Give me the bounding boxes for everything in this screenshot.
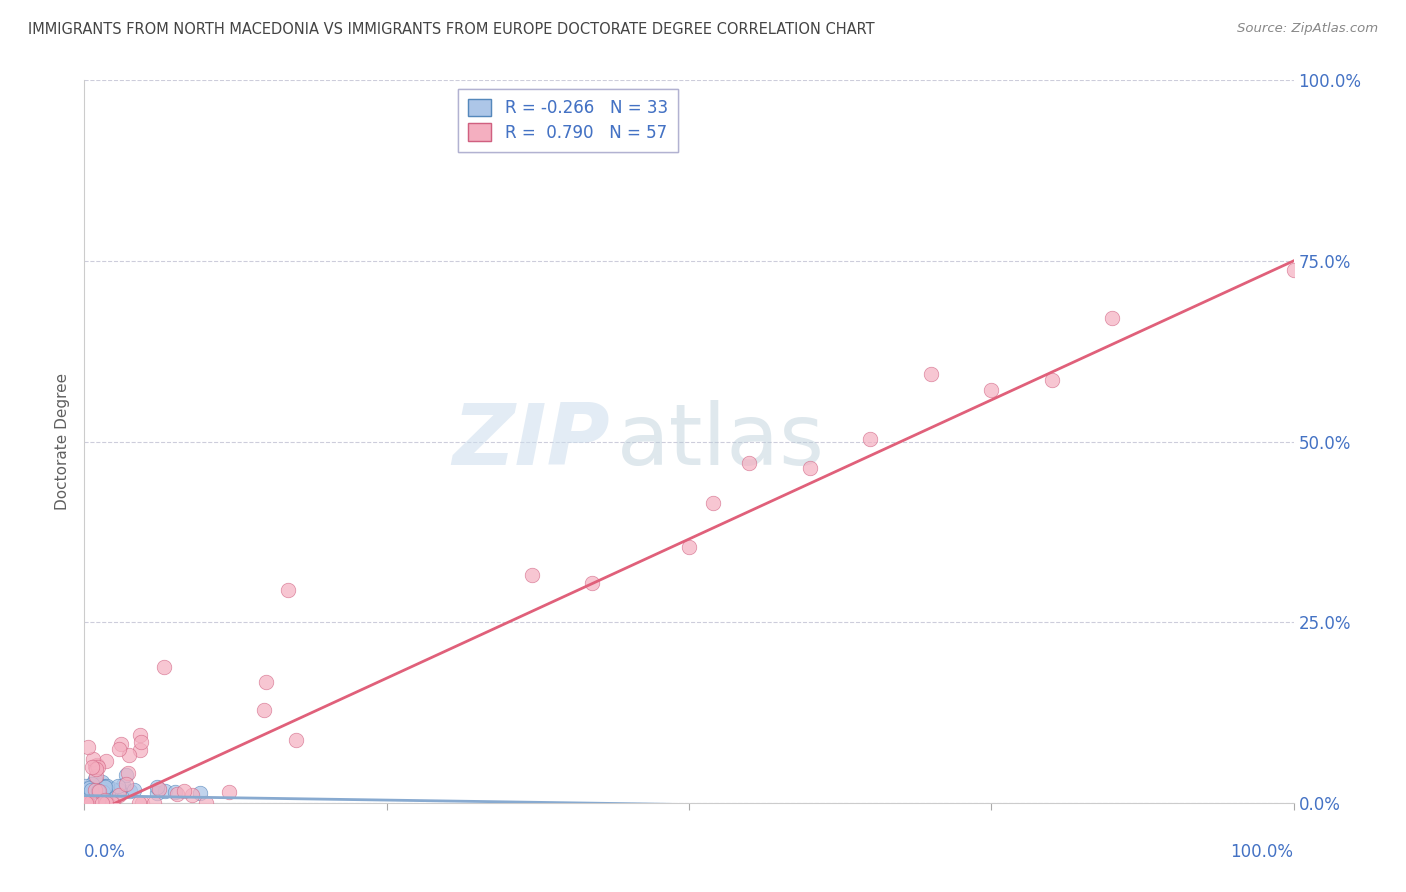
Point <box>79 795 101 809</box>
Point <box>97 780 120 795</box>
Point <box>87 778 110 792</box>
Point <box>153 659 176 673</box>
Text: atlas: atlas <box>616 400 824 483</box>
Point <box>87 784 110 798</box>
Text: 100.0%: 100.0% <box>1230 843 1294 861</box>
Point <box>799 461 821 475</box>
Point <box>80 777 103 791</box>
Point <box>82 785 104 799</box>
Point <box>77 796 100 810</box>
Point <box>107 788 129 802</box>
Point <box>218 785 240 799</box>
Point <box>173 784 195 798</box>
Point <box>94 793 117 807</box>
Point <box>87 784 110 798</box>
Point <box>146 786 169 800</box>
Point <box>114 776 136 790</box>
Point <box>86 758 108 772</box>
Point <box>97 785 120 799</box>
Point <box>115 768 138 782</box>
Point <box>83 759 105 773</box>
Point <box>91 796 114 810</box>
Point <box>77 739 100 754</box>
Point <box>277 582 299 597</box>
Point <box>285 732 308 747</box>
Point <box>101 796 124 810</box>
Point <box>76 781 98 796</box>
Point <box>76 796 98 810</box>
Point <box>82 752 104 766</box>
Point <box>77 780 100 795</box>
Point <box>83 772 105 786</box>
Point <box>93 785 115 799</box>
Point <box>117 765 139 780</box>
Point <box>129 735 152 749</box>
Point <box>112 778 135 792</box>
Point <box>129 743 152 757</box>
Point <box>146 780 169 794</box>
Point <box>859 432 882 446</box>
Point <box>108 742 131 756</box>
Point <box>181 789 204 803</box>
Text: Source: ZipAtlas.com: Source: ZipAtlas.com <box>1237 22 1378 36</box>
Point <box>86 769 108 783</box>
Point <box>581 575 603 590</box>
Point <box>1101 310 1123 325</box>
Legend: R = -0.266   N = 33, R =  0.790   N = 57: R = -0.266 N = 33, R = 0.790 N = 57 <box>458 88 678 152</box>
Text: ZIP: ZIP <box>453 400 610 483</box>
Point <box>96 796 118 810</box>
Point <box>520 568 543 582</box>
Text: IMMIGRANTS FROM NORTH MACEDONIA VS IMMIGRANTS FROM EUROPE DOCTORATE DEGREE CORRE: IMMIGRANTS FROM NORTH MACEDONIA VS IMMIG… <box>28 22 875 37</box>
Point <box>166 787 188 801</box>
Point <box>75 779 97 793</box>
Point <box>76 796 98 810</box>
Point <box>94 780 117 795</box>
Point <box>96 779 118 793</box>
Point <box>83 782 105 797</box>
Point <box>980 383 1002 397</box>
Point <box>91 782 114 797</box>
Point <box>101 781 124 796</box>
Point <box>128 796 150 810</box>
Point <box>254 674 277 689</box>
Point <box>76 781 98 796</box>
Point <box>80 783 103 797</box>
Point <box>163 784 186 798</box>
Point <box>96 754 118 768</box>
Point <box>920 367 942 381</box>
Point <box>83 783 105 797</box>
Point <box>678 541 700 555</box>
Point <box>118 748 141 763</box>
Point <box>82 759 104 773</box>
Point <box>107 783 129 797</box>
Point <box>110 737 132 751</box>
Point <box>148 781 170 796</box>
Point <box>90 775 112 789</box>
Point <box>155 784 177 798</box>
Point <box>101 796 124 810</box>
Point <box>84 762 107 776</box>
Point <box>1282 263 1305 277</box>
Point <box>253 703 276 717</box>
Text: 0.0%: 0.0% <box>84 843 127 861</box>
Point <box>75 781 97 796</box>
Point <box>94 780 117 794</box>
Point <box>128 728 150 742</box>
Point <box>702 496 724 510</box>
Point <box>143 796 166 810</box>
Point <box>1040 374 1063 388</box>
Y-axis label: Doctorate Degree: Doctorate Degree <box>55 373 70 510</box>
Point <box>75 796 97 810</box>
Point <box>120 783 142 797</box>
Point <box>188 786 211 800</box>
Point <box>122 783 145 797</box>
Point <box>107 780 129 794</box>
Point <box>738 456 761 470</box>
Point <box>194 796 217 810</box>
Point <box>87 759 110 773</box>
Point <box>94 796 117 810</box>
Point <box>94 783 117 797</box>
Point <box>131 796 153 810</box>
